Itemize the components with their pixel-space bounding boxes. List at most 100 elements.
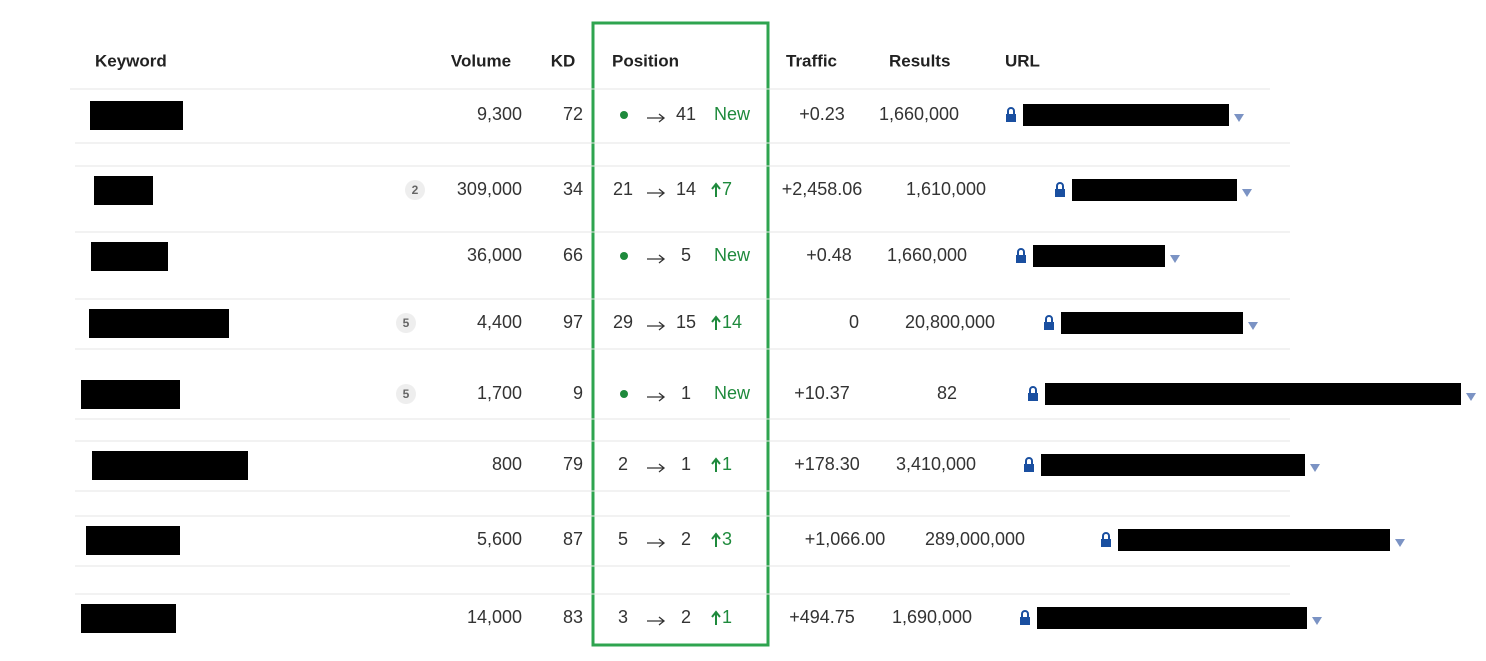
lock-shackle xyxy=(1029,386,1037,393)
redacted-keyword xyxy=(86,526,180,555)
kd: 9 xyxy=(573,383,583,403)
position-arrow xyxy=(647,113,666,123)
serp-badge-count: 5 xyxy=(403,387,410,401)
position-arrow xyxy=(647,616,666,626)
position-to: 2 xyxy=(681,607,691,627)
serp-badge-count: 2 xyxy=(412,183,419,197)
results: 1,610,000 xyxy=(906,179,986,199)
position-arrow xyxy=(647,463,666,473)
url-dropdown xyxy=(1466,393,1476,401)
position-from: 29 xyxy=(613,312,633,332)
traffic: +0.23 xyxy=(799,104,845,124)
redacted-keyword xyxy=(81,380,180,409)
serp-badge-count: 5 xyxy=(403,316,410,330)
position-to: 2 xyxy=(681,529,691,549)
kd: 34 xyxy=(563,179,583,199)
results: 1,660,000 xyxy=(887,245,967,265)
results: 1,660,000 xyxy=(879,104,959,124)
traffic: +2,458.06 xyxy=(782,179,863,199)
lock-shackle xyxy=(1017,248,1025,255)
redacted-keyword xyxy=(92,451,248,480)
position-arrow xyxy=(647,188,666,198)
position-from: 5 xyxy=(618,529,628,549)
position-from: 3 xyxy=(618,607,628,627)
redacted-url xyxy=(1072,179,1237,201)
volume: 4,400 xyxy=(477,312,522,332)
redacted-keyword xyxy=(91,242,168,271)
redacted-url xyxy=(1041,454,1305,476)
redacted-url xyxy=(1045,383,1461,405)
lock-icon xyxy=(1020,617,1030,625)
lock-shackle xyxy=(1025,457,1033,464)
position-to: 1 xyxy=(681,454,691,474)
new-dot xyxy=(620,111,628,119)
kd: 79 xyxy=(563,454,583,474)
traffic: +10.37 xyxy=(794,383,850,403)
url-dropdown xyxy=(1234,114,1244,122)
volume: 9,300 xyxy=(477,104,522,124)
url-dropdown xyxy=(1248,322,1258,330)
position-change: New xyxy=(714,383,751,403)
position-arrow xyxy=(647,538,666,548)
lock-shackle xyxy=(1056,182,1064,189)
lock-icon xyxy=(1016,255,1026,263)
redacted-url xyxy=(1061,312,1243,334)
position-change: 7 xyxy=(722,179,732,199)
redacted-keyword xyxy=(90,101,183,130)
up-arrow xyxy=(711,610,721,625)
volume: 800 xyxy=(492,454,522,474)
kd: 66 xyxy=(563,245,583,265)
position-change: New xyxy=(714,245,751,265)
redacted-keyword xyxy=(81,604,176,633)
traffic: +0.48 xyxy=(806,245,852,265)
volume: 309,000 xyxy=(457,179,522,199)
position-change: New xyxy=(714,104,751,124)
position-change: 14 xyxy=(722,312,742,332)
kd: 87 xyxy=(563,529,583,549)
position-change: 3 xyxy=(722,529,732,549)
column-header: Volume xyxy=(451,51,511,70)
lock-shackle xyxy=(1102,532,1110,539)
position-to: 15 xyxy=(676,312,696,332)
volume: 5,600 xyxy=(477,529,522,549)
traffic: +178.30 xyxy=(794,454,860,474)
redacted-url xyxy=(1118,529,1390,551)
volume: 14,000 xyxy=(467,607,522,627)
lock-icon xyxy=(1028,393,1038,401)
redacted-keyword xyxy=(94,176,153,205)
new-dot xyxy=(620,390,628,398)
column-header: KD xyxy=(551,51,576,70)
position-highlight xyxy=(591,21,770,647)
results: 3,410,000 xyxy=(896,454,976,474)
lock-icon xyxy=(1101,539,1111,547)
traffic: +494.75 xyxy=(789,607,855,627)
column-header: URL xyxy=(1005,51,1040,70)
serp-badge xyxy=(396,384,416,404)
position-change: 1 xyxy=(722,607,732,627)
url-dropdown xyxy=(1310,464,1320,472)
kd: 72 xyxy=(563,104,583,124)
up-arrow xyxy=(711,182,721,197)
serp-badge xyxy=(396,313,416,333)
lock-icon xyxy=(1006,114,1016,122)
kd: 97 xyxy=(563,312,583,332)
up-arrow xyxy=(711,457,721,472)
redacted-url xyxy=(1023,104,1229,126)
volume: 36,000 xyxy=(467,245,522,265)
position-from: 2 xyxy=(618,454,628,474)
up-arrow xyxy=(711,532,721,547)
position-arrow xyxy=(647,254,666,264)
results: 20,800,000 xyxy=(905,312,995,332)
position-change: 1 xyxy=(722,454,732,474)
position-arrow xyxy=(647,392,666,402)
column-header: Position xyxy=(612,51,679,70)
column-header: Results xyxy=(889,51,950,70)
url-dropdown xyxy=(1312,617,1322,625)
results: 289,000,000 xyxy=(925,529,1025,549)
lock-icon xyxy=(1055,189,1065,197)
results: 1,690,000 xyxy=(892,607,972,627)
lock-icon xyxy=(1024,464,1034,472)
lock-icon xyxy=(1044,322,1054,330)
results: 82 xyxy=(937,383,957,403)
column-header: Traffic xyxy=(786,51,837,70)
